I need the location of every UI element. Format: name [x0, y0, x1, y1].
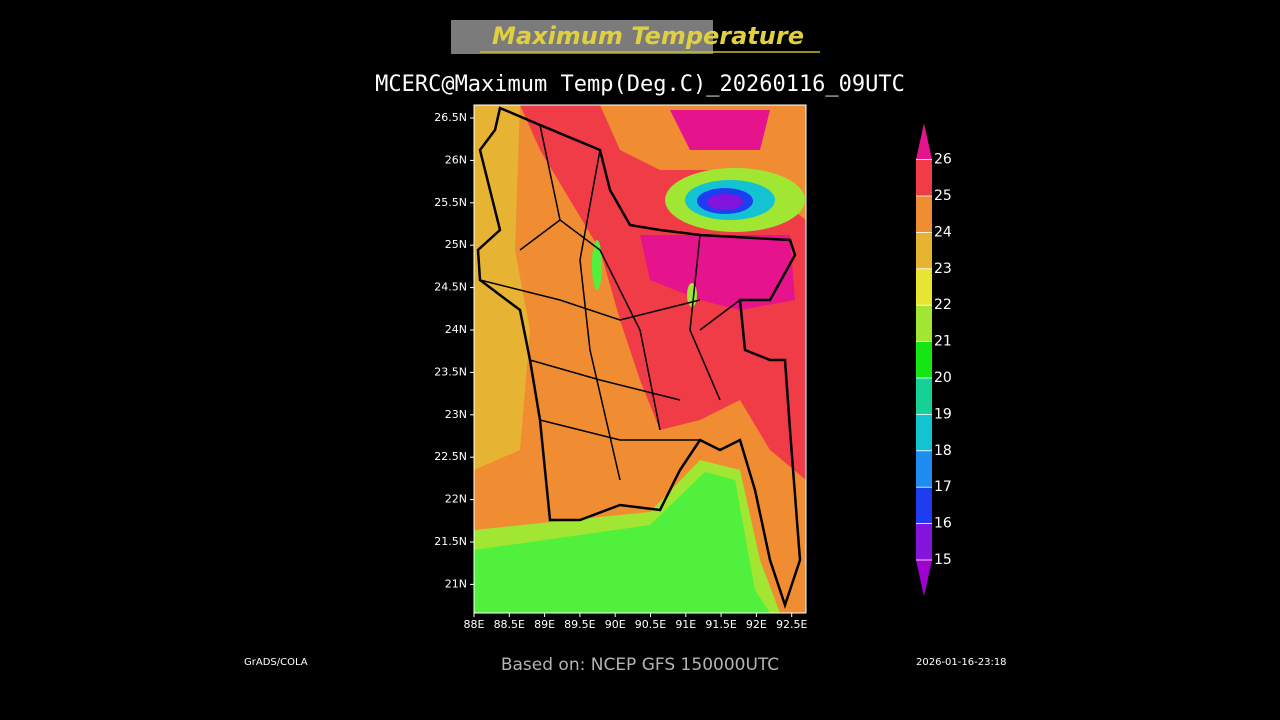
- colorbar-label: 22: [934, 297, 952, 313]
- colorbar-segment: [916, 196, 932, 233]
- footer-right: 2026-01-16-23:18: [916, 657, 1007, 668]
- title: Maximum Temperature: [492, 22, 804, 50]
- colorbar-label: 26: [934, 152, 952, 168]
- lon-label: 88.5E: [494, 618, 525, 631]
- lon-label: 91.5E: [705, 618, 736, 631]
- colorbar-label: 18: [934, 443, 952, 459]
- lon-label: 88E: [464, 618, 485, 631]
- lat-label: 25N: [445, 238, 467, 251]
- colorbar-label: 16: [934, 516, 952, 532]
- temperature-field: [474, 105, 806, 613]
- colorbar-label: 21: [934, 334, 952, 350]
- colorbar-segment: [916, 159, 932, 196]
- field-zone: [640, 235, 795, 310]
- lat-label: 26N: [445, 153, 467, 166]
- colorbar-segment: [916, 341, 932, 378]
- footer-left: GrADS/COLA: [244, 657, 308, 668]
- colorbar-label: 17: [934, 479, 952, 495]
- lon-label: 91E: [675, 618, 696, 631]
- lon-label: 90E: [605, 618, 626, 631]
- lon-label: 92E: [746, 618, 767, 631]
- lat-label: 21.5N: [434, 535, 467, 548]
- colorbar-label: 24: [934, 224, 952, 240]
- colorbar-segment: [916, 560, 932, 597]
- colorbar-segment: [916, 305, 932, 342]
- field-zone: [670, 110, 770, 150]
- lon-label: 90.5E: [635, 618, 666, 631]
- lat-label: 22.5N: [434, 450, 467, 463]
- colorbar-segment: [916, 378, 932, 415]
- colorbar-label: 25: [934, 188, 952, 204]
- lon-label: 89.5E: [564, 618, 595, 631]
- lat-label: 25.5N: [434, 196, 467, 209]
- colorbar-segment: [916, 487, 932, 524]
- field-zone: [707, 194, 743, 210]
- title-box: [451, 20, 713, 54]
- colorbar-label: 20: [934, 370, 952, 386]
- colorbar-segment: [916, 450, 932, 488]
- lat-label: 24N: [445, 323, 467, 336]
- lat-label: 26.5N: [434, 111, 467, 124]
- lat-label: 21N: [445, 577, 467, 590]
- colorbar-segment: [916, 523, 932, 560]
- field-zone: [474, 472, 770, 613]
- lat-label: 24.5N: [434, 281, 467, 294]
- map-frame: [473, 104, 807, 614]
- field-zone: [592, 240, 602, 290]
- colorbar-label: 23: [934, 261, 952, 277]
- colorbar-label: 15: [934, 552, 952, 568]
- field-zone: [474, 105, 530, 470]
- lat-label: 23.5N: [434, 365, 467, 378]
- colorbar-label: 19: [934, 406, 952, 422]
- lat-label: 23N: [445, 408, 467, 421]
- country-outline: [476, 106, 802, 609]
- lon-label: 92.5E: [776, 618, 807, 631]
- colorbar-segment: [916, 123, 932, 160]
- colorbar-segment: [916, 232, 932, 269]
- lat-label: 22N: [445, 493, 467, 506]
- colorbar-segment: [916, 414, 932, 451]
- subtitle: MCERC@Maximum Temp(Deg.C)_20260116_09UTC: [375, 72, 905, 97]
- colorbar-segment: [916, 268, 932, 306]
- district-borders: [479, 124, 741, 481]
- footer-center: Based on: NCEP GFS 150000UTC: [501, 655, 779, 675]
- lon-label: 89E: [534, 618, 555, 631]
